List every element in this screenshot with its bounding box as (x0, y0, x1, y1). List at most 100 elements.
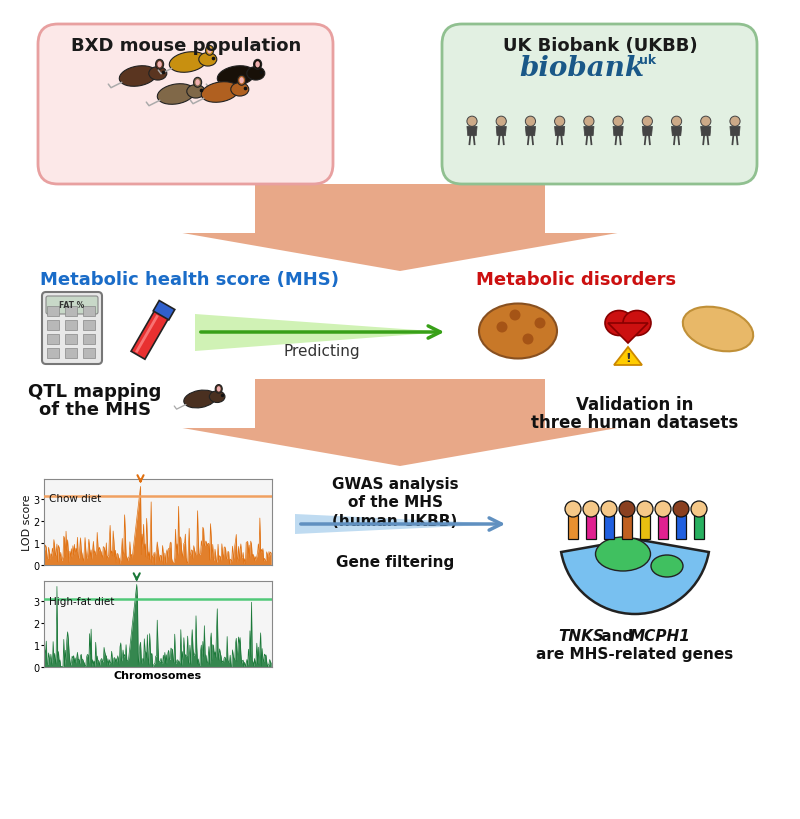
Text: UK Biobank (UKBB): UK Biobank (UKBB) (502, 37, 698, 55)
Circle shape (583, 501, 599, 518)
Circle shape (526, 117, 535, 127)
Circle shape (619, 501, 635, 518)
Bar (694, 515, 704, 540)
Bar (604, 515, 614, 540)
Circle shape (671, 117, 682, 127)
X-axis label: Chromosomes: Chromosomes (114, 670, 202, 681)
Ellipse shape (623, 311, 651, 336)
Text: uk: uk (639, 54, 657, 67)
Circle shape (691, 501, 707, 518)
Bar (83, 320, 95, 331)
Polygon shape (671, 127, 682, 137)
Polygon shape (467, 127, 477, 137)
Text: Gene filtering: Gene filtering (336, 554, 454, 569)
Bar (83, 335, 95, 345)
Bar (83, 306, 95, 317)
Bar (47, 335, 59, 345)
Polygon shape (608, 324, 648, 344)
Ellipse shape (158, 84, 194, 105)
Polygon shape (554, 127, 565, 137)
Bar (65, 349, 77, 359)
Text: FAT %: FAT % (59, 301, 85, 310)
Text: three human datasets: three human datasets (531, 414, 738, 432)
Text: Metabolic health score (MHS): Metabolic health score (MHS) (40, 270, 339, 288)
Ellipse shape (238, 76, 246, 86)
Circle shape (584, 117, 594, 127)
Circle shape (673, 501, 689, 518)
Polygon shape (613, 127, 623, 137)
Ellipse shape (231, 84, 249, 97)
Circle shape (497, 322, 507, 333)
Ellipse shape (246, 67, 265, 81)
Bar (65, 320, 77, 331)
Ellipse shape (605, 311, 633, 336)
Bar (65, 306, 77, 317)
Ellipse shape (199, 53, 217, 67)
Circle shape (601, 501, 617, 518)
Bar (47, 320, 59, 331)
Circle shape (637, 501, 653, 518)
Circle shape (522, 334, 534, 345)
Ellipse shape (119, 66, 157, 87)
Bar (47, 306, 59, 317)
Ellipse shape (239, 78, 244, 84)
Text: GWAS analysis: GWAS analysis (332, 477, 458, 492)
Text: QTL mapping: QTL mapping (28, 382, 162, 400)
Circle shape (554, 117, 565, 127)
Bar (586, 515, 596, 540)
Wedge shape (561, 540, 709, 614)
Ellipse shape (683, 307, 753, 352)
Ellipse shape (170, 52, 206, 73)
Circle shape (642, 117, 653, 127)
FancyBboxPatch shape (442, 25, 757, 185)
Polygon shape (584, 127, 594, 137)
Text: and: and (596, 629, 638, 644)
Polygon shape (730, 127, 740, 137)
Bar (676, 515, 686, 540)
Text: BXD mouse population: BXD mouse population (71, 37, 301, 55)
Ellipse shape (149, 67, 167, 81)
Circle shape (655, 501, 671, 518)
Bar (622, 515, 632, 540)
Polygon shape (496, 127, 506, 137)
Ellipse shape (217, 387, 221, 392)
Text: High-fat diet: High-fat diet (49, 596, 114, 606)
Ellipse shape (479, 304, 557, 359)
Polygon shape (182, 379, 618, 467)
Text: of the MHS: of the MHS (39, 400, 151, 419)
Polygon shape (614, 347, 642, 365)
Text: (human UKBB): (human UKBB) (332, 513, 458, 528)
Bar (658, 515, 668, 540)
Circle shape (467, 117, 477, 127)
Ellipse shape (187, 85, 205, 99)
Text: Predicting: Predicting (284, 344, 360, 359)
Circle shape (613, 117, 623, 127)
Ellipse shape (255, 62, 260, 68)
Ellipse shape (210, 391, 225, 403)
Text: MCPH1: MCPH1 (630, 629, 691, 644)
Ellipse shape (254, 61, 262, 70)
Ellipse shape (202, 83, 238, 103)
Polygon shape (642, 127, 653, 137)
Text: LOD score: LOD score (22, 495, 32, 550)
Ellipse shape (207, 48, 212, 54)
Ellipse shape (195, 80, 200, 86)
Polygon shape (295, 514, 505, 534)
Polygon shape (526, 127, 535, 137)
Ellipse shape (215, 385, 222, 394)
Ellipse shape (155, 61, 164, 70)
Polygon shape (182, 185, 618, 272)
Polygon shape (131, 310, 169, 360)
Bar (83, 349, 95, 359)
FancyBboxPatch shape (38, 25, 333, 185)
Ellipse shape (158, 62, 162, 68)
Circle shape (496, 117, 506, 127)
Text: biobank: biobank (519, 54, 645, 81)
Bar (47, 349, 59, 359)
Ellipse shape (206, 47, 214, 57)
Bar (65, 335, 77, 345)
Circle shape (701, 117, 711, 127)
Text: of the MHS: of the MHS (347, 495, 442, 510)
Text: Validation in: Validation in (576, 396, 694, 414)
Text: TNKS: TNKS (558, 629, 604, 644)
